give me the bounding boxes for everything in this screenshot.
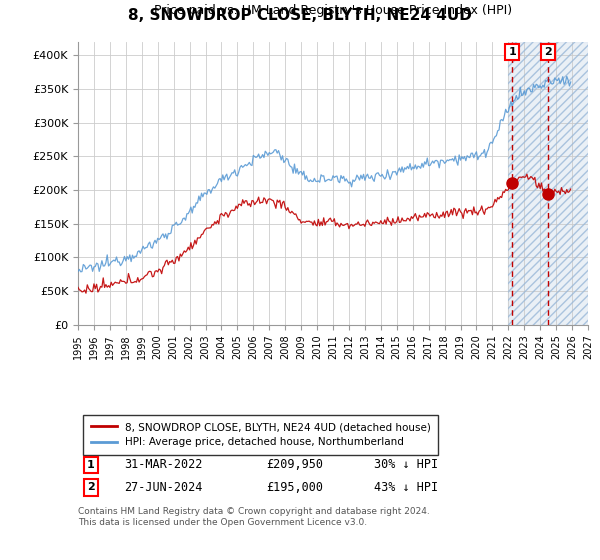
Text: 8, SNOWDROP CLOSE, BLYTH, NE24 4UD: 8, SNOWDROP CLOSE, BLYTH, NE24 4UD	[128, 8, 472, 24]
Legend: 8, SNOWDROP CLOSE, BLYTH, NE24 4UD (detached house), HPI: Average price, detache: 8, SNOWDROP CLOSE, BLYTH, NE24 4UD (deta…	[83, 415, 438, 455]
Title: Price paid vs. HM Land Registry's House Price Index (HPI): Price paid vs. HM Land Registry's House …	[154, 4, 512, 17]
Text: Contains HM Land Registry data © Crown copyright and database right 2024.
This d: Contains HM Land Registry data © Crown c…	[78, 507, 430, 526]
Text: 1: 1	[87, 460, 95, 470]
Text: £209,950: £209,950	[266, 458, 324, 472]
Bar	[508, 42, 588, 325]
Text: 1: 1	[508, 47, 516, 57]
Text: 27-JUN-2024: 27-JUN-2024	[124, 481, 202, 494]
Bar	[508, 42, 588, 325]
Text: 43% ↓ HPI: 43% ↓ HPI	[374, 481, 438, 494]
Text: 31-MAR-2022: 31-MAR-2022	[124, 458, 202, 472]
Text: 30% ↓ HPI: 30% ↓ HPI	[374, 458, 438, 472]
Text: 2: 2	[544, 47, 552, 57]
Text: 2: 2	[87, 482, 95, 492]
Text: £195,000: £195,000	[266, 481, 324, 494]
